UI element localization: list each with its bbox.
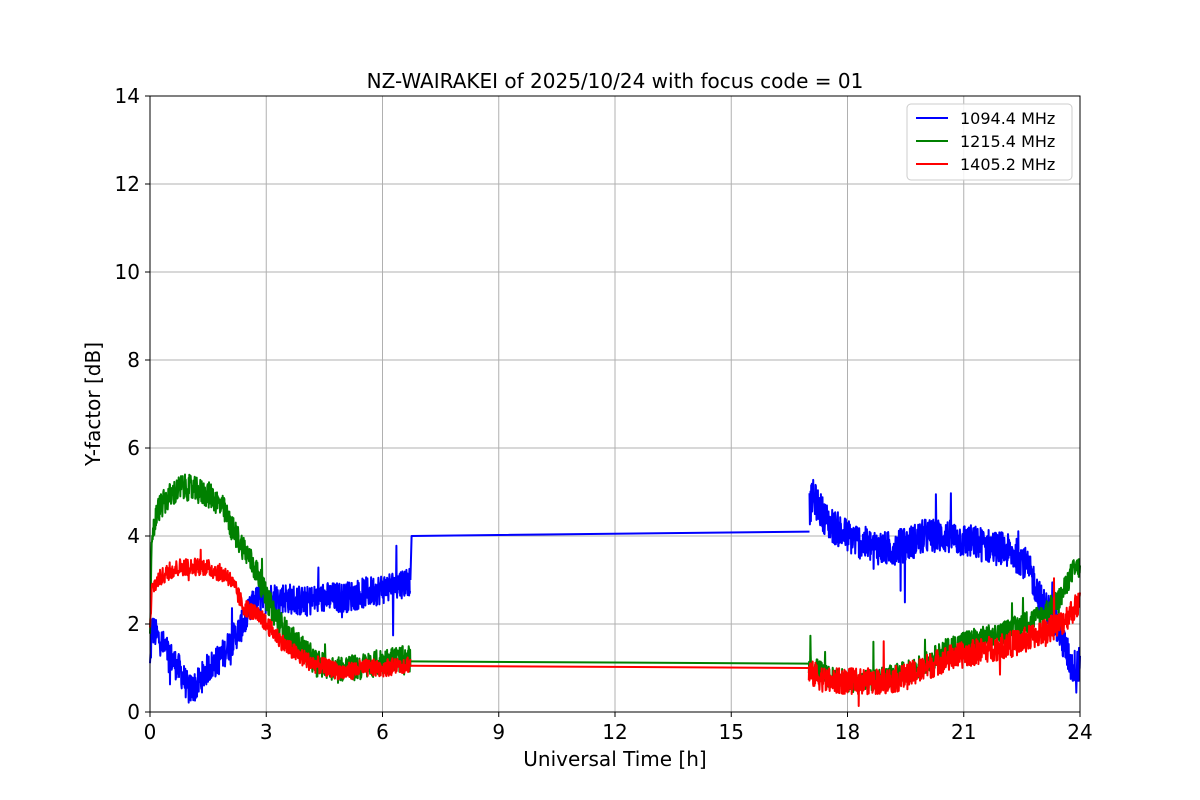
x-tick-label: 3 (260, 720, 273, 744)
y-tick-label: 8 (127, 348, 140, 372)
y-axis-label: Y-factor [dB] (81, 342, 105, 467)
x-tick-label: 12 (602, 720, 627, 744)
legend-label-1094: 1094.4 MHz (960, 109, 1055, 128)
series-layer (149, 473, 1081, 707)
y-tick-label: 0 (127, 700, 140, 724)
legend: 1094.4 MHz 1215.4 MHz 1405.2 MHz (906, 103, 1073, 181)
chart-title: NZ-WAIRAKEI of 2025/10/24 with focus cod… (367, 69, 864, 93)
x-tick-label: 9 (492, 720, 505, 744)
legend-box (906, 103, 1073, 181)
x-tick-label: 15 (719, 720, 744, 744)
x-tick-label: 0 (144, 720, 157, 744)
x-tick-label: 21 (951, 720, 976, 744)
series-line (410, 660, 809, 665)
x-tick-label: 18 (835, 720, 860, 744)
series-line (808, 478, 1081, 694)
y-tick-label: 10 (115, 260, 140, 284)
y-tick-label: 14 (115, 84, 140, 108)
y-tick-label: 4 (127, 524, 140, 548)
series-line (807, 577, 1081, 707)
series-1094-4-mhz (149, 478, 1081, 704)
x-axis-label: Universal Time [h] (523, 747, 706, 771)
series-line (410, 664, 809, 669)
series-line (149, 548, 412, 681)
x-tick-label: 6 (376, 720, 389, 744)
y-tick-label: 2 (127, 612, 140, 636)
series-line (409, 530, 810, 581)
legend-label-1405: 1405.2 MHz (960, 155, 1055, 174)
legend-label-1215: 1215.4 MHz (960, 132, 1055, 151)
y-tick-label: 12 (115, 172, 140, 196)
series-line (149, 544, 412, 704)
x-tick-label: 24 (1067, 720, 1092, 744)
series-1405-2-mhz (149, 548, 1081, 707)
y-tick-label: 6 (127, 436, 140, 460)
